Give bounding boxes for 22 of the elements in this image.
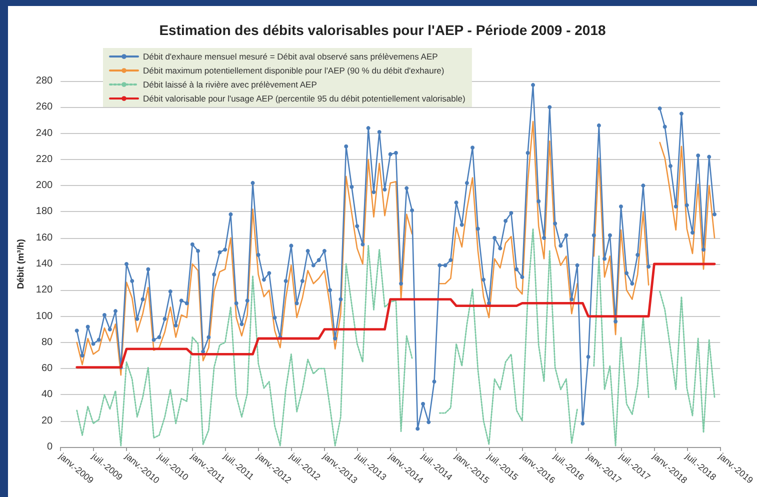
y-tick-label: 200 — [36, 180, 54, 192]
y-tick-label: 100 — [36, 310, 54, 322]
y-tick-label: 160 — [36, 232, 54, 244]
legend-label: Débit maximum potentiellement disponible pour l'AEP (90 % du débit d'exhaure) — [143, 66, 444, 76]
y-tick-label: 20 — [41, 415, 54, 426]
legend-label: Débit d'exhaure mensuel mesuré = Débit aval observé sans prélèvemens AEP — [143, 52, 438, 62]
chart-title: Estimation des débits valorisables pour l'AEP - Période 2009 - 2018 — [159, 22, 606, 38]
y-tick-label: 120 — [36, 284, 54, 296]
y-axis-title: Débit (m³/h) — [16, 239, 26, 289]
y-tick-label: 80 — [41, 336, 54, 348]
y-tick-label: 280 — [36, 76, 54, 86]
y-tick-label: 40 — [41, 389, 54, 400]
y-tick-label: 60 — [41, 363, 54, 374]
line-series — [76, 262, 716, 368]
y-tick-label: 0 — [47, 442, 54, 452]
y-tick-label: 260 — [36, 102, 54, 113]
y-tick-label: 220 — [36, 154, 54, 165]
legend-label: Débit valorisable pour l'usage AEP (percentile 95 du débit potentiellement valorisable) — [143, 94, 466, 104]
legend-label: Débit laissé à la rivière avec prélèvement AEP — [143, 80, 318, 90]
y-tick-label: 240 — [36, 128, 54, 139]
y-tick-label: 140 — [36, 258, 54, 270]
y-tick-label: 180 — [36, 206, 54, 218]
